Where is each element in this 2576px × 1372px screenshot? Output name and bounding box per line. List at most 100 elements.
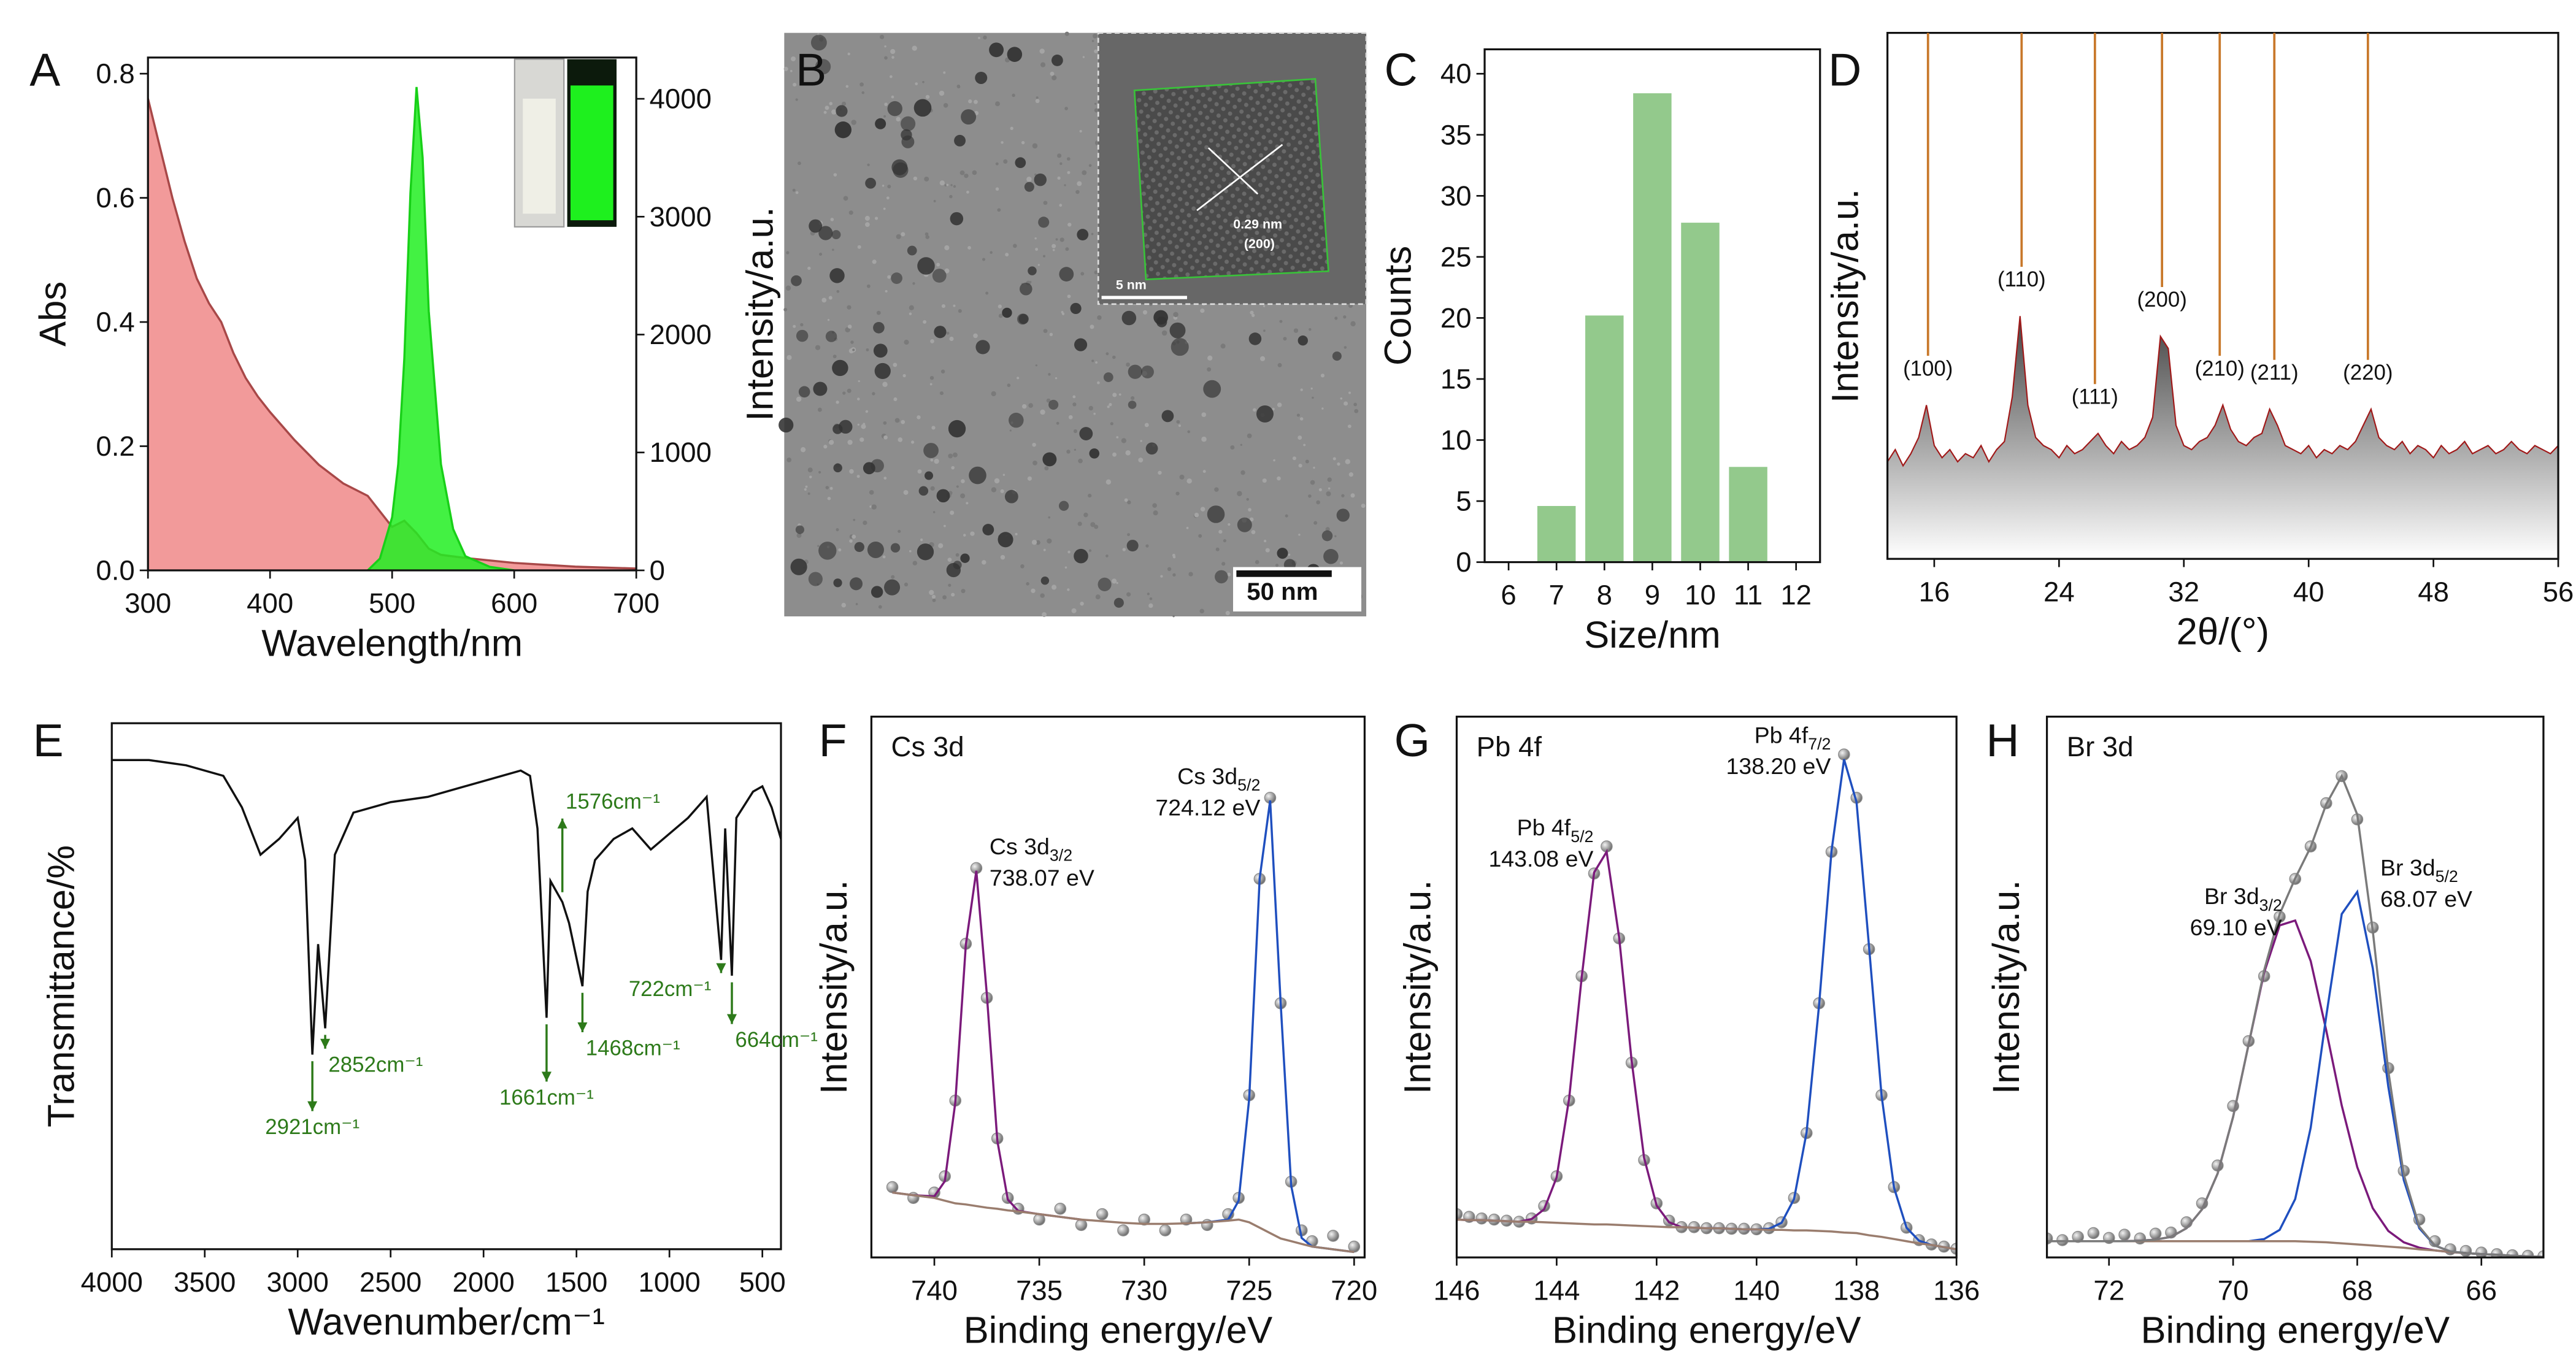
grain <box>1334 316 1338 320</box>
y-axis-title: Counts <box>1377 246 1419 366</box>
nanocrystal <box>1128 400 1137 409</box>
nanocrystal <box>818 226 833 240</box>
grain <box>1047 538 1052 544</box>
grain <box>912 45 917 51</box>
grain <box>1065 247 1069 251</box>
grain <box>836 528 839 532</box>
grain <box>1096 381 1100 385</box>
x-tick-label: 6 <box>1501 580 1516 611</box>
grain <box>1149 597 1153 600</box>
grain <box>1263 329 1266 332</box>
grain <box>939 180 945 186</box>
grain <box>930 339 934 343</box>
y-axis-title: Intensity/a.u. <box>1824 189 1866 403</box>
grain <box>1082 170 1087 175</box>
grain <box>961 479 965 483</box>
grain <box>1310 480 1315 485</box>
grain <box>857 245 861 249</box>
data-point <box>1348 1240 1361 1253</box>
grain <box>1036 96 1039 99</box>
x-tick-label: 720 <box>1331 1274 1377 1306</box>
grain <box>894 418 900 423</box>
grain <box>809 475 812 478</box>
arrow-head <box>320 1038 331 1049</box>
peak-label-sub: 5/2 <box>1571 827 1593 846</box>
nanocrystal <box>871 586 883 598</box>
grain <box>1002 473 1005 476</box>
nanocrystal <box>1048 399 1059 410</box>
grain <box>869 505 872 508</box>
nanocrystal <box>833 463 842 473</box>
x-tick-label: 4000 <box>81 1267 143 1298</box>
nanocrystal <box>925 471 934 480</box>
grain <box>849 539 853 543</box>
nanocrystal <box>1203 380 1221 398</box>
nanocrystal <box>810 34 827 51</box>
grain <box>964 174 969 178</box>
grain <box>944 245 950 251</box>
data-point <box>1159 1224 1172 1236</box>
nanocrystal <box>1002 307 1012 318</box>
x-tick-label: 136 <box>1933 1274 1980 1306</box>
panel-letter: H <box>1986 715 2019 766</box>
grain <box>1042 612 1047 618</box>
grain <box>1091 359 1094 362</box>
grain <box>863 423 866 426</box>
grain <box>1003 159 1008 164</box>
peak-label-name: Br 3d <box>2380 854 2436 880</box>
nanocrystal <box>1015 157 1026 169</box>
image-annotation: 50 nm <box>1247 578 1318 605</box>
grain <box>1071 608 1077 613</box>
grain <box>817 407 822 412</box>
grain <box>1064 107 1068 110</box>
grain <box>885 289 888 293</box>
grain <box>1032 442 1036 447</box>
x-axis-title: Binding energy/eV <box>2140 1309 2450 1352</box>
grain <box>1153 510 1158 516</box>
grain <box>1057 176 1061 180</box>
grain <box>1055 377 1058 380</box>
grain <box>943 71 946 74</box>
grain <box>1079 129 1082 133</box>
grain <box>1144 423 1149 427</box>
grain <box>836 289 840 293</box>
grain <box>852 534 856 539</box>
grain <box>1145 544 1149 548</box>
grain <box>1052 248 1055 251</box>
grain <box>1130 396 1135 400</box>
grain <box>925 235 929 239</box>
grain <box>1273 459 1275 462</box>
grain <box>1225 611 1230 616</box>
grain <box>995 162 999 166</box>
x-tick-label: 740 <box>911 1274 958 1306</box>
grain <box>855 603 858 605</box>
grain <box>841 602 847 608</box>
data-point <box>1138 1213 1150 1226</box>
grain <box>893 362 898 367</box>
grain <box>828 440 834 445</box>
grain <box>883 421 887 425</box>
grain <box>1013 243 1017 248</box>
nanocrystal <box>831 230 841 239</box>
grain <box>917 469 922 474</box>
grain <box>896 234 901 239</box>
nanocrystal <box>1103 372 1113 382</box>
grain <box>872 392 875 396</box>
grain <box>994 478 1000 484</box>
grain <box>891 575 895 579</box>
nanocrystal <box>907 245 917 256</box>
nanocrystal <box>901 129 912 141</box>
grain <box>1337 462 1340 466</box>
grain <box>1283 337 1287 341</box>
x-tick-label: 2500 <box>359 1267 421 1298</box>
grain <box>891 95 894 99</box>
grain <box>1161 330 1167 336</box>
grain <box>1105 352 1109 356</box>
grain <box>940 369 945 374</box>
nanocrystal <box>791 275 802 286</box>
grain <box>863 520 867 526</box>
grain <box>1043 329 1048 334</box>
data-point <box>1456 1208 1463 1221</box>
grain <box>1350 321 1356 327</box>
